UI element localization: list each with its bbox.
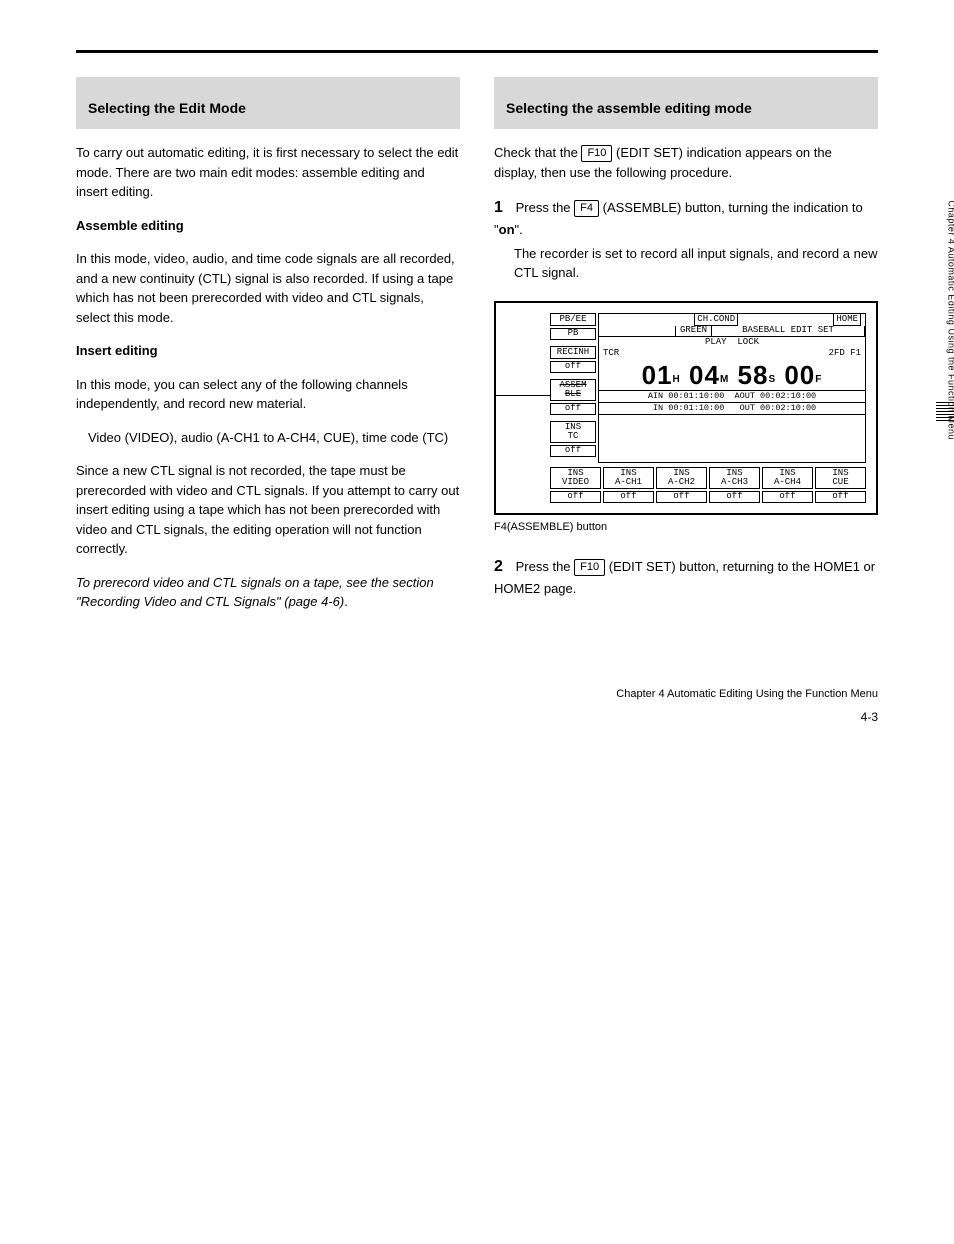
intro-para: To carry out automatic editing, it is fi… (76, 143, 460, 202)
assemble-title: Assemble editing (76, 216, 460, 236)
insert-channels: Video (VIDEO), audio (A-CH1 to A-CH4, CU… (88, 428, 460, 448)
tc-f: 00 (784, 360, 815, 390)
bot-btn-insvideo[interactable]: INS VIDEO (550, 467, 601, 489)
side-btn-pbee[interactable]: PB/EE (550, 313, 596, 326)
insert-body-3: To prerecord video and CTL signals on a … (76, 573, 460, 612)
timecode-display: 01H 04M 58S 00F (599, 359, 865, 390)
bot-btn-cue[interactable]: INS CUE (815, 467, 866, 489)
key-f4: F4 (574, 200, 599, 217)
right-intro-prefix: Check that the (494, 145, 581, 160)
insert-title: Insert editing (76, 341, 460, 361)
play-label: PLAY (705, 337, 727, 347)
tc-s: 58 (738, 360, 769, 390)
tcr-label: TCR (603, 349, 619, 359)
step-1-prefix: Press the (516, 200, 575, 215)
insert-body-3-ref: (page 4-6) (284, 594, 344, 609)
heading-right: Selecting the assemble editing mode (494, 77, 878, 129)
figure-leader-label: F4(ASSEMBLE) button (494, 519, 878, 536)
bot-val-ach2: off (656, 491, 707, 503)
fmt-label: 2FD F1 (829, 349, 861, 359)
inout-row: IN 00:01:10:00 OUT 00:02:10:00 (599, 403, 865, 415)
side-btn-assemble[interactable]: ASSEM BLE (550, 379, 596, 401)
footer-chapter: Chapter 4 Automatic Editing Using the Fu… (76, 686, 878, 703)
bot-val-ach1: off (603, 491, 654, 503)
key-f10-2: F10 (574, 559, 605, 576)
bot-btn-ach3[interactable]: INS A-CH3 (709, 467, 760, 489)
heading-left: Selecting the Edit Mode (76, 77, 460, 129)
footer-page: 4-3 (76, 708, 878, 726)
key-f10-1: F10 (581, 145, 612, 162)
ain-row: AIN 00:01:10:00 AOUT 00:02:10:00 (599, 390, 865, 403)
top-rule (76, 50, 878, 53)
bot-btn-ach4[interactable]: INS A-CH4 (762, 467, 813, 489)
side-val-instc: off (550, 445, 596, 457)
step-1: 1 Press the F4 (ASSEMBLE) button, turnin… (494, 196, 878, 283)
side-btn-recinh[interactable]: RECINH (550, 346, 596, 359)
insert-body-2: Since a new CTL signal is not recorded, … (76, 461, 460, 559)
left-column: Selecting the Edit Mode To carry out aut… (76, 77, 460, 626)
right-column: Selecting the assemble editing mode Chec… (494, 77, 878, 626)
tc-m: 04 (689, 360, 720, 390)
bot-val-cue: off (815, 491, 866, 503)
side-chapter-label: Chapter 4 Automatic Editing Using the Fu… (945, 200, 954, 440)
bot-val-ach4: off (762, 491, 813, 503)
step-2-num: 2 (494, 555, 512, 579)
green-label: GREEN (675, 326, 712, 336)
step-2: 2 Press the F10 (EDIT SET) button, retur… (494, 555, 878, 599)
device-figure: PB/EE PB RECINH off ASSEM BLE off INS TC… (494, 301, 878, 515)
step-1-num: 1 (494, 196, 512, 220)
step-1-note: The recorder is set to record all input … (494, 244, 878, 283)
step-1-on: on (499, 222, 515, 237)
insert-body-3-prefix: To prerecord video and CTL signals on a … (76, 575, 434, 610)
bot-btn-ach2[interactable]: INS A-CH2 (656, 467, 707, 489)
side-panel: PB/EE PB RECINH off ASSEM BLE off INS TC… (550, 313, 596, 463)
leader-line (494, 395, 550, 396)
right-intro: Check that the F10 (EDIT SET) indication… (494, 143, 878, 182)
insert-body-1: In this mode, you can select any of the … (76, 375, 460, 414)
side-val-assemble: off (550, 403, 596, 415)
title-label: BASEBALL EDIT SET (712, 326, 865, 336)
bot-btn-ach1[interactable]: INS A-CH1 (603, 467, 654, 489)
step-2-prefix: Press the (516, 559, 575, 574)
step-1-suffix: ". (515, 222, 523, 237)
main-screen: CH.COND HOME GREEN BASEBALL EDIT SET PLA… (598, 313, 866, 463)
lock-label: LOCK (737, 337, 759, 347)
bot-val-insvideo: off (550, 491, 601, 503)
assemble-body: In this mode, video, audio, and time cod… (76, 249, 460, 327)
side-val-recinh: off (550, 361, 596, 373)
tc-h: 01 (642, 360, 673, 390)
side-val-pbee: PB (550, 328, 596, 340)
bot-val-ach3: off (709, 491, 760, 503)
side-btn-instc[interactable]: INS TC (550, 421, 596, 443)
bottom-panel: INS VIDEO off INS A-CH1 off INS A-CH2 of… (550, 467, 866, 503)
home-label: HOME (833, 314, 861, 327)
